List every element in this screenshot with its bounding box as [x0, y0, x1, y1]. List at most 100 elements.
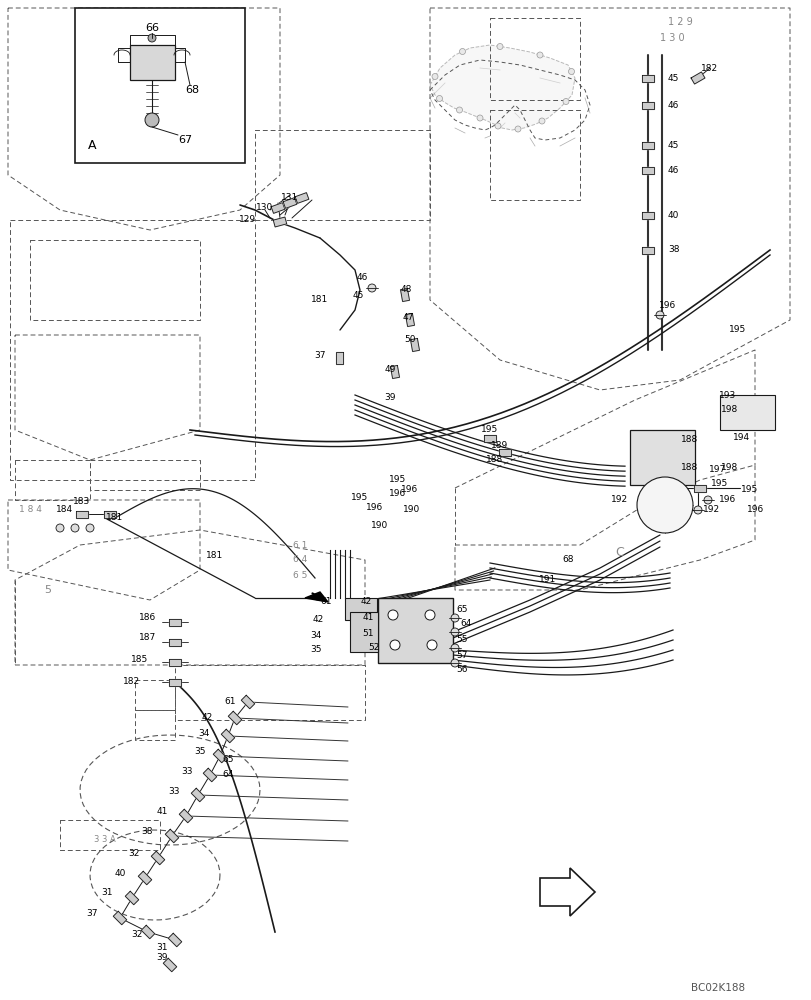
Circle shape: [450, 614, 458, 622]
Polygon shape: [165, 829, 178, 843]
Polygon shape: [169, 639, 181, 646]
Text: 47: 47: [401, 314, 413, 322]
Circle shape: [450, 644, 458, 652]
Bar: [130, 45, 175, 80]
Polygon shape: [104, 510, 116, 518]
Text: 195: 195: [481, 426, 498, 434]
Polygon shape: [336, 352, 343, 364]
Text: 46: 46: [356, 273, 367, 282]
Polygon shape: [213, 749, 226, 763]
Circle shape: [514, 126, 521, 132]
Text: 196: 196: [746, 506, 764, 514]
Polygon shape: [163, 958, 177, 972]
Text: 194: 194: [732, 434, 749, 442]
Text: 33: 33: [168, 787, 179, 796]
Polygon shape: [405, 313, 414, 327]
Text: 56: 56: [456, 666, 467, 674]
Polygon shape: [499, 448, 510, 456]
Circle shape: [568, 69, 574, 75]
Text: 196: 196: [719, 495, 736, 504]
Text: 193: 193: [719, 390, 736, 399]
Circle shape: [148, 34, 156, 42]
Text: 182: 182: [701, 64, 718, 73]
Text: 6 4: 6 4: [293, 556, 307, 564]
Polygon shape: [179, 809, 192, 823]
Text: 65: 65: [222, 756, 234, 764]
Text: 39: 39: [384, 393, 395, 402]
Polygon shape: [141, 925, 155, 939]
Polygon shape: [642, 167, 653, 174]
Text: 188: 188: [680, 464, 697, 473]
Text: 34: 34: [198, 730, 209, 738]
Circle shape: [459, 49, 465, 55]
Text: 67: 67: [178, 135, 192, 145]
Polygon shape: [690, 72, 704, 84]
Polygon shape: [642, 102, 653, 109]
Text: 38: 38: [141, 827, 152, 836]
Polygon shape: [228, 711, 242, 725]
Polygon shape: [151, 851, 165, 865]
Text: 45: 45: [667, 141, 679, 150]
Polygon shape: [76, 510, 88, 518]
Polygon shape: [271, 203, 285, 213]
Text: 31: 31: [101, 888, 113, 897]
Circle shape: [536, 52, 543, 58]
Polygon shape: [169, 678, 181, 686]
Polygon shape: [169, 618, 181, 626]
Text: 57: 57: [456, 650, 467, 660]
Bar: [350, 612, 378, 652]
Text: 68: 68: [561, 556, 573, 564]
Polygon shape: [642, 75, 653, 82]
Text: A: A: [88, 139, 97, 152]
Text: 37: 37: [314, 351, 325, 360]
Polygon shape: [273, 217, 286, 227]
Text: 196: 196: [366, 504, 383, 512]
Text: 130: 130: [256, 202, 273, 212]
Polygon shape: [114, 911, 127, 925]
Text: 189: 189: [491, 440, 508, 450]
Circle shape: [495, 123, 500, 129]
Circle shape: [424, 610, 435, 620]
Text: 40: 40: [667, 211, 679, 220]
Text: 42: 42: [201, 714, 212, 722]
Text: 68: 68: [185, 85, 199, 95]
Polygon shape: [305, 592, 328, 602]
Polygon shape: [169, 658, 181, 666]
Text: 187: 187: [139, 634, 157, 643]
Circle shape: [636, 477, 692, 533]
Text: 181: 181: [206, 550, 223, 560]
Circle shape: [562, 99, 569, 105]
Circle shape: [367, 284, 375, 292]
Text: 3 3 A: 3 3 A: [94, 835, 116, 844]
Text: 1 2 9: 1 2 9: [667, 17, 692, 27]
Text: 196: 196: [389, 489, 406, 498]
Text: 1 3 0: 1 3 0: [659, 33, 684, 43]
Text: 48: 48: [400, 286, 411, 294]
Polygon shape: [410, 338, 419, 352]
Text: 61: 61: [224, 698, 235, 706]
Circle shape: [86, 524, 94, 532]
Text: 195: 195: [710, 480, 727, 488]
Text: 192: 192: [702, 506, 719, 514]
Polygon shape: [539, 868, 594, 916]
Text: 188: 188: [486, 456, 503, 464]
Text: 42: 42: [312, 615, 324, 624]
Text: 45: 45: [667, 74, 679, 83]
Text: BC02K188: BC02K188: [690, 983, 744, 993]
Text: 35: 35: [310, 646, 321, 654]
Text: 38: 38: [667, 245, 679, 254]
Text: 195: 195: [728, 326, 745, 334]
Text: 181: 181: [311, 296, 328, 304]
Text: 198: 198: [720, 464, 738, 473]
Circle shape: [436, 96, 442, 102]
Polygon shape: [642, 142, 653, 149]
Text: 49: 49: [384, 365, 395, 374]
Text: 33: 33: [181, 767, 192, 776]
Polygon shape: [642, 246, 653, 253]
Polygon shape: [241, 695, 255, 709]
Polygon shape: [390, 365, 399, 379]
Text: 52: 52: [368, 644, 380, 652]
Circle shape: [539, 118, 544, 124]
Text: 46: 46: [667, 166, 679, 175]
Text: 131: 131: [281, 194, 298, 202]
